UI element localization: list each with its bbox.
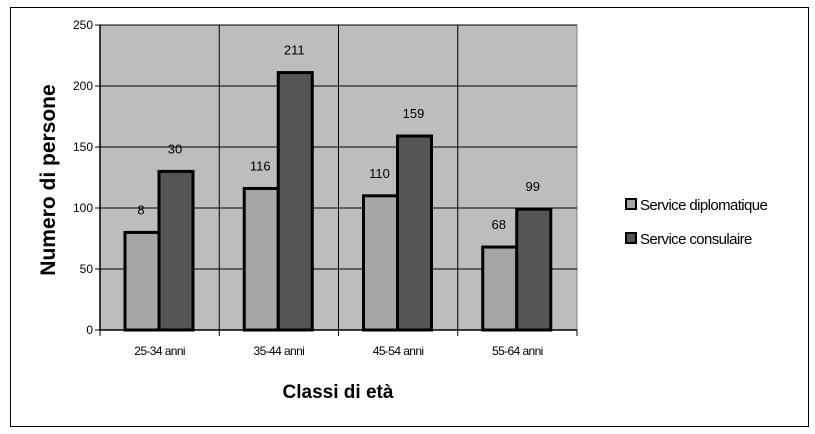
data-label: 68 (492, 217, 506, 232)
legend-label-diplomatique: Service diplomatique (640, 197, 767, 214)
x-axis-title: Classi di età (283, 382, 394, 403)
y-tick-label: 200 (73, 79, 93, 93)
y-tick-label: 250 (73, 18, 93, 32)
y-tick-label: 100 (73, 201, 93, 215)
bar-diplomatique (362, 194, 399, 332)
data-label: 99 (526, 179, 540, 194)
y-tick-label: 0 (86, 323, 93, 337)
x-tick-label: 55-64 anni (492, 344, 543, 358)
data-label: 30 (168, 141, 182, 156)
legend: Service diplomatique Service consulaire (625, 197, 768, 248)
data-label: 116 (250, 158, 271, 173)
bar-diplomatique (481, 245, 519, 332)
data-label: 8 (137, 202, 144, 217)
data-label: 159 (403, 106, 425, 121)
bar-diplomatique (242, 186, 280, 332)
data-label: 110 (369, 166, 390, 181)
legend-label-consulaire: Service consulaire (640, 231, 752, 248)
y-axis-title: Numero di persone (37, 84, 60, 275)
axes: 0 50 100 150 200 250 25-34 anni 35-44 anni 45-54… (73, 18, 578, 358)
bar-consulaire (276, 71, 314, 332)
x-tick-label: 35-44 anni (254, 344, 305, 358)
bar-consulaire (515, 207, 553, 332)
y-tick-label: 150 (73, 140, 93, 154)
data-label: 211 (284, 43, 305, 58)
data-labels: 8 30 116 211 110 159 68 99 (137, 43, 540, 232)
legend-swatch-consulaire (625, 232, 637, 244)
bars (123, 71, 553, 332)
x-tick-label: 25-34 anni (134, 344, 185, 358)
bar-consulaire (396, 134, 433, 332)
bar-diplomatique (123, 230, 161, 332)
y-tick-label: 50 (80, 262, 94, 276)
legend-swatch-diplomatique (625, 198, 637, 210)
bar-consulaire (157, 169, 195, 332)
x-tick-label: 45-54 anni (373, 344, 424, 358)
